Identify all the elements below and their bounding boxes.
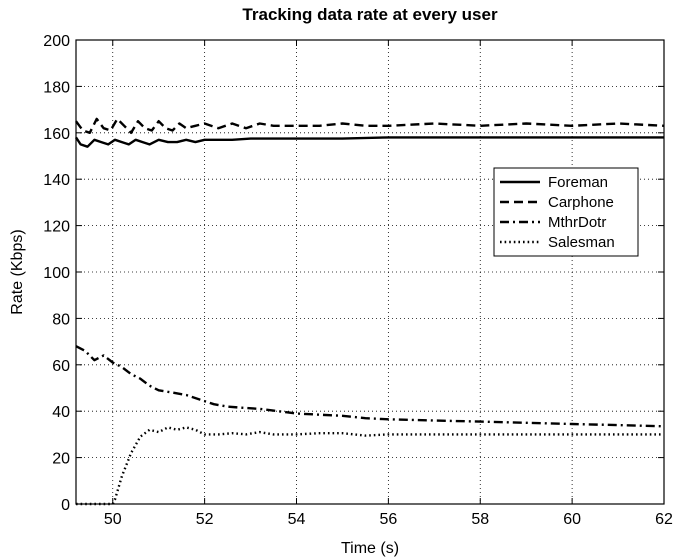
legend-label-salesman: Salesman [548, 234, 615, 251]
x-tick-label: 58 [471, 511, 489, 528]
legend-label-foreman: Foreman [548, 174, 608, 191]
chart-title: Tracking data rate at every user [242, 5, 498, 24]
y-tick-label: 80 [52, 311, 70, 328]
y-tick-label: 40 [52, 404, 70, 421]
series-line-carphone [75, 117, 665, 134]
legend-label-carphone: Carphone [548, 194, 614, 211]
series-line-salesman [76, 426, 664, 506]
series-line-mthrdotr [75, 345, 665, 428]
series-line-foreman [74, 136, 664, 148]
y-tick-label: 0 [61, 497, 70, 514]
y-tick-label: 180 [43, 79, 70, 96]
y-tick-label: 200 [43, 33, 70, 50]
y-tick-label: 20 [52, 451, 70, 468]
x-tick-label: 54 [288, 511, 306, 528]
plot-area [76, 40, 664, 504]
x-axis-label: Time (s) [341, 540, 399, 557]
y-tick-label: 160 [43, 126, 70, 143]
y-tick-label: 120 [43, 219, 70, 236]
grid [76, 40, 664, 504]
y-tick-label: 100 [43, 265, 70, 282]
ticks: 50 52 54 56 58 60 62 0 20 40 60 80 100 120 140 160 180 20… [43, 33, 673, 528]
legend-label-mthrdotr: MthrDotr [548, 214, 606, 231]
x-tick-label: 60 [563, 511, 581, 528]
x-tick-label: 52 [196, 511, 214, 528]
legend: Foreman Carphone MthrDotr Salesman [493, 167, 639, 257]
y-tick-label: 140 [43, 172, 70, 189]
x-tick-label: 56 [379, 511, 397, 528]
series-layer [74, 117, 665, 506]
x-tick-label: 62 [655, 511, 673, 528]
x-tick-label: 50 [104, 511, 122, 528]
y-tick-label: 60 [52, 358, 70, 375]
y-axis-label: Rate (Kbps) [9, 229, 26, 314]
